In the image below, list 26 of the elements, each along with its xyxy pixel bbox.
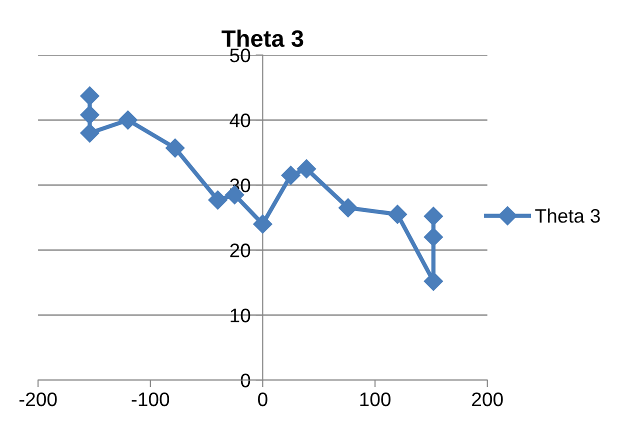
x-tick-label: 100 bbox=[360, 392, 390, 406]
point bbox=[424, 206, 443, 226]
point bbox=[166, 138, 185, 158]
point bbox=[338, 198, 358, 218]
point bbox=[80, 105, 100, 124]
point bbox=[424, 272, 443, 291]
y-tick-label: 20 bbox=[230, 244, 250, 258]
x-tick-label: -200 bbox=[19, 392, 57, 406]
x-tick-label: -100 bbox=[132, 392, 170, 406]
point bbox=[208, 190, 228, 210]
point bbox=[296, 159, 316, 178]
y-tick-label: 10 bbox=[230, 308, 250, 322]
point bbox=[118, 110, 138, 130]
x-tick-label: 200 bbox=[472, 392, 503, 406]
chart-title: Theta 3 bbox=[222, 30, 304, 47]
point bbox=[281, 166, 300, 185]
legend-label: Theta 3 bbox=[535, 208, 600, 223]
point bbox=[388, 204, 408, 224]
point bbox=[80, 86, 100, 106]
point bbox=[253, 214, 272, 234]
y-tick-label: 50 bbox=[230, 48, 250, 62]
point bbox=[424, 228, 443, 247]
x-tick-label: 0 bbox=[258, 392, 268, 406]
y-tick-label: 40 bbox=[230, 114, 250, 128]
point bbox=[80, 124, 100, 143]
y-tick-label: 0 bbox=[240, 374, 250, 388]
